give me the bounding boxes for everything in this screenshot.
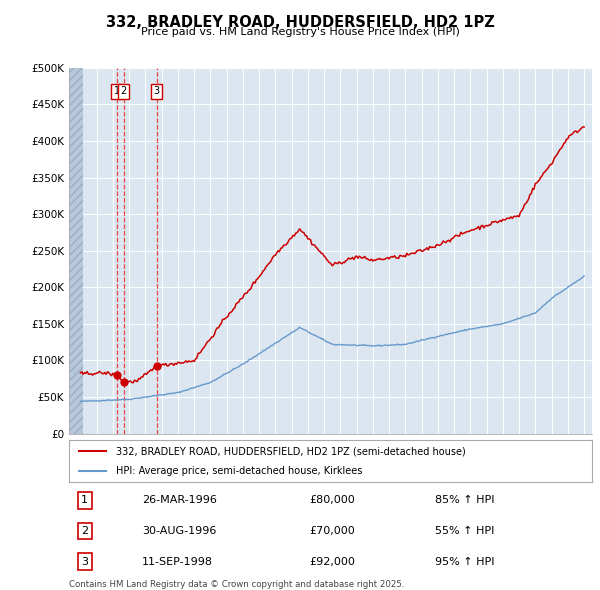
Text: 3: 3 [81,557,88,566]
Bar [69,68,83,434]
Text: £92,000: £92,000 [310,557,356,566]
Text: 85% ↑ HPI: 85% ↑ HPI [435,496,495,505]
Text: 332, BRADLEY ROAD, HUDDERSFIELD, HD2 1PZ: 332, BRADLEY ROAD, HUDDERSFIELD, HD2 1PZ [106,15,494,30]
Text: HPI: Average price, semi-detached house, Kirklees: HPI: Average price, semi-detached house,… [116,466,362,476]
Text: 3: 3 [154,86,160,96]
Text: 30-AUG-1996: 30-AUG-1996 [142,526,217,536]
Text: 1: 1 [81,496,88,505]
Text: 11-SEP-1998: 11-SEP-1998 [142,557,213,566]
Text: 332, BRADLEY ROAD, HUDDERSFIELD, HD2 1PZ (semi-detached house): 332, BRADLEY ROAD, HUDDERSFIELD, HD2 1PZ… [116,446,466,456]
Text: 55% ↑ HPI: 55% ↑ HPI [435,526,494,536]
Text: 26-MAR-1996: 26-MAR-1996 [142,496,217,505]
Text: £80,000: £80,000 [310,496,355,505]
Text: Contains HM Land Registry data © Crown copyright and database right 2025.
This d: Contains HM Land Registry data © Crown c… [69,580,404,590]
Text: £70,000: £70,000 [310,526,355,536]
Text: 2: 2 [81,526,88,536]
Text: 2: 2 [121,86,127,96]
Text: 1: 1 [113,86,119,96]
Text: 95% ↑ HPI: 95% ↑ HPI [435,557,495,566]
Text: Price paid vs. HM Land Registry's House Price Index (HPI): Price paid vs. HM Land Registry's House … [140,27,460,37]
